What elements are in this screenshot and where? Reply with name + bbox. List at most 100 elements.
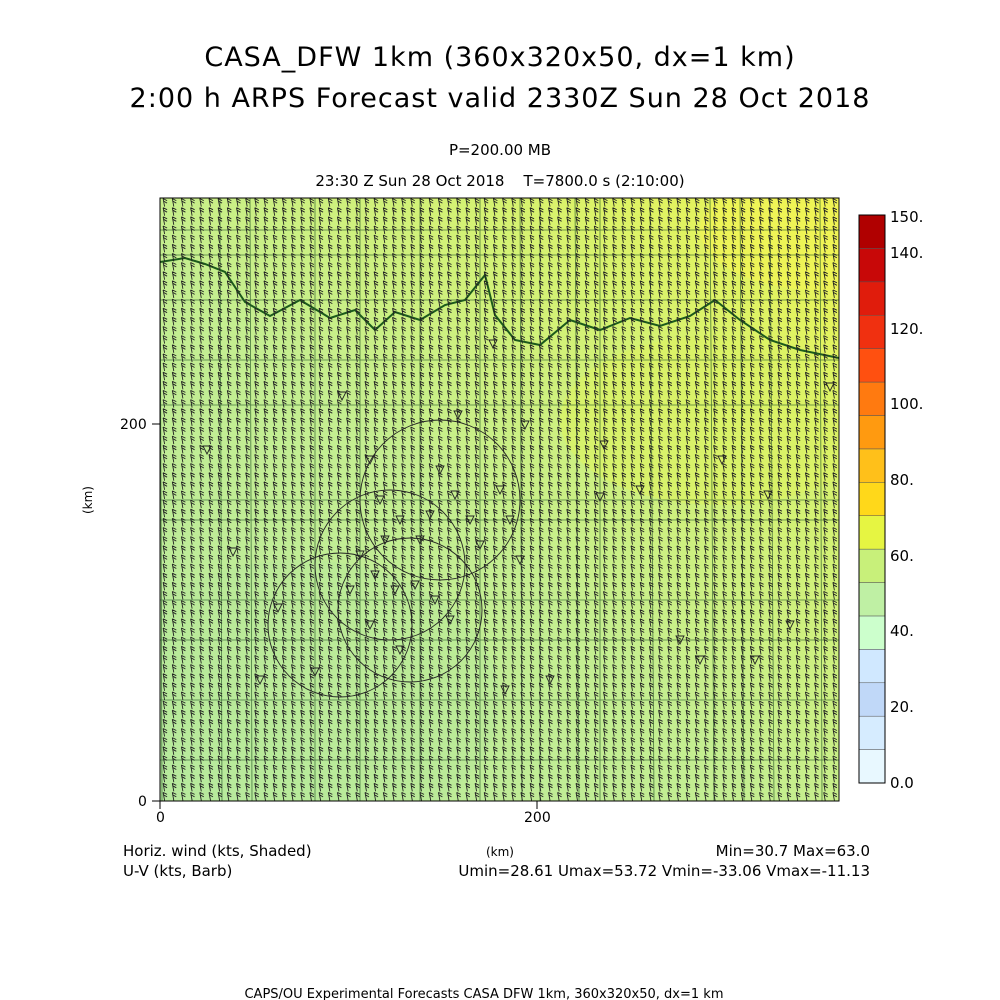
colorbar-segment bbox=[858, 248, 886, 283]
station-markers bbox=[202, 339, 835, 696]
x-tick-label-0: 0 bbox=[156, 810, 165, 826]
station-marker bbox=[365, 455, 375, 466]
county-line bbox=[739, 198, 745, 801]
station-marker bbox=[395, 645, 405, 656]
colorbar-segment bbox=[858, 314, 886, 349]
y-tick-label-0: 0 bbox=[138, 794, 147, 810]
chart-subtitle: 2:00 h ARPS Forecast valid 2330Z Sun 28 … bbox=[129, 83, 871, 114]
station-marker bbox=[599, 440, 609, 451]
colorbar-segment bbox=[858, 615, 886, 650]
station-marker bbox=[488, 339, 498, 350]
colorbar-segment bbox=[858, 749, 886, 784]
station-marker bbox=[453, 410, 463, 421]
station-marker bbox=[435, 465, 445, 476]
colorbar-label: 40. bbox=[890, 622, 914, 640]
plot-frame bbox=[159, 197, 840, 802]
station-marker bbox=[495, 485, 505, 496]
colorbar-segment bbox=[858, 482, 886, 516]
county-line bbox=[249, 198, 253, 801]
radar-ring bbox=[314, 489, 466, 641]
colorbar-label: 140. bbox=[890, 244, 923, 262]
county-line bbox=[574, 198, 580, 801]
colorbar-segment bbox=[858, 715, 886, 750]
station-marker bbox=[785, 620, 795, 631]
station-marker bbox=[410, 580, 420, 591]
station-marker bbox=[390, 585, 400, 596]
county-line bbox=[769, 198, 775, 801]
radar-range-rings bbox=[267, 419, 521, 698]
county-lines bbox=[160, 198, 839, 801]
x-axis-label: (km) bbox=[486, 845, 514, 859]
station-marker bbox=[365, 620, 375, 631]
station-marker bbox=[595, 492, 605, 503]
county-line bbox=[709, 198, 715, 801]
station-marker bbox=[475, 540, 485, 551]
y-tick-label-200: 200 bbox=[120, 417, 147, 433]
station-marker bbox=[465, 515, 475, 526]
station-marker bbox=[355, 550, 365, 561]
colorbar-segment bbox=[858, 548, 886, 583]
station-marker bbox=[445, 615, 455, 626]
colorbar bbox=[858, 214, 886, 784]
colorbar-segment bbox=[858, 515, 886, 550]
station-marker bbox=[515, 555, 525, 566]
colorbar-segment bbox=[858, 348, 886, 383]
axis-ticks bbox=[152, 423, 538, 809]
vector-field-label: U-V (kts, Barb) bbox=[123, 862, 232, 880]
uv-range-label: Umin=28.61 Umax=53.72 Vmin=-33.06 Vmax=-… bbox=[458, 862, 870, 880]
county-line bbox=[219, 198, 223, 801]
station-marker bbox=[500, 685, 510, 696]
colorbar-frame bbox=[858, 214, 886, 784]
station-marker bbox=[255, 675, 265, 686]
wind-barb-field bbox=[162, 198, 838, 801]
chart-title: CASA_DFW 1km (360x320x50, dx=1 km) bbox=[204, 42, 796, 73]
station-marker bbox=[520, 420, 530, 431]
station-marker bbox=[375, 495, 385, 506]
colorbar-label: 0.0 bbox=[890, 774, 914, 792]
credit-footer: CAPS/OU Experimental Forecasts CASA DFW … bbox=[244, 987, 723, 1000]
station-marker bbox=[370, 570, 380, 581]
colorbar-segment bbox=[858, 415, 886, 450]
station-marker bbox=[695, 655, 705, 666]
station-marker bbox=[310, 667, 320, 678]
station-marker bbox=[675, 635, 685, 646]
colorbar-segment bbox=[858, 281, 886, 316]
station-marker bbox=[425, 510, 435, 521]
county-line bbox=[819, 198, 823, 801]
station-marker bbox=[450, 490, 460, 501]
field-overlays bbox=[160, 198, 839, 801]
colorbar-segment bbox=[858, 214, 886, 249]
station-marker bbox=[273, 603, 283, 614]
y-axis-label: (km) bbox=[81, 486, 95, 514]
colorbar-label: 80. bbox=[890, 471, 914, 489]
colorbar-segment bbox=[858, 649, 886, 684]
min-max-label: Min=30.7 Max=63.0 bbox=[716, 842, 870, 860]
colorbar-label: 20. bbox=[890, 698, 914, 716]
station-marker bbox=[750, 655, 760, 666]
valid-time: 23:30 Z Sun 28 Oct 2018 T=7800.0 s (2:10… bbox=[315, 172, 685, 190]
colorbar-label: 60. bbox=[890, 547, 914, 565]
colorbar-segment bbox=[858, 381, 886, 416]
station-marker bbox=[380, 535, 390, 546]
station-marker bbox=[825, 382, 835, 393]
colorbar-segment bbox=[858, 448, 886, 483]
colorbar-label: 100. bbox=[890, 395, 923, 413]
colorbar-labels: 0.0 20. 40. 60. 80. 100. 120. 140. 150. bbox=[890, 208, 923, 792]
shaded-field-label: Horiz. wind (kts, Shaded) bbox=[123, 842, 312, 860]
station-marker bbox=[337, 391, 347, 402]
colorbar-label: 120. bbox=[890, 320, 923, 338]
pressure-level: P=200.00 MB bbox=[448, 141, 552, 159]
station-marker bbox=[763, 490, 773, 501]
station-marker bbox=[345, 585, 355, 596]
colorbar-segment bbox=[858, 682, 886, 717]
station-marker bbox=[395, 515, 405, 526]
x-tick-label-200: 200 bbox=[524, 810, 551, 826]
station-marker bbox=[635, 485, 645, 496]
colorbar-segment bbox=[858, 582, 886, 617]
station-marker bbox=[228, 547, 238, 558]
colorbar-label: 150. bbox=[890, 208, 923, 226]
station-marker bbox=[717, 455, 727, 466]
station-marker bbox=[202, 445, 212, 456]
river-boundary bbox=[160, 256, 839, 359]
